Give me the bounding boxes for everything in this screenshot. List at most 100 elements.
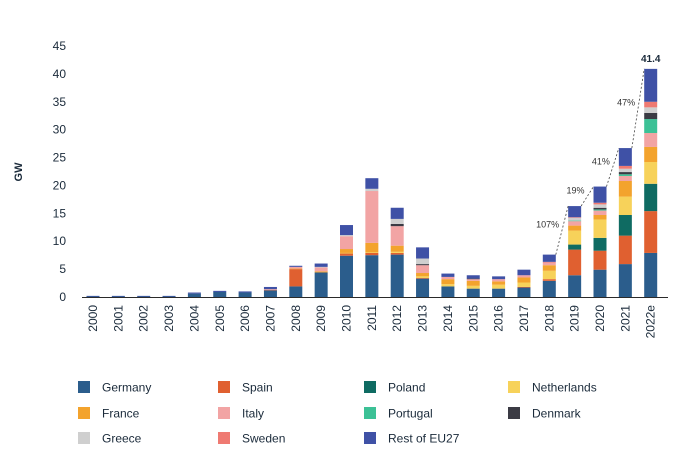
- bar-segment: [618, 180, 632, 197]
- legend-label: Italy: [242, 407, 264, 421]
- legend-label: Rest of EU27: [388, 432, 460, 446]
- x-tick-label: 2009: [314, 305, 328, 332]
- bar-segment: [213, 291, 227, 297]
- y-axis-title: GW: [13, 162, 25, 182]
- bar-segment: [644, 107, 658, 113]
- bar-segment: [111, 296, 125, 298]
- legend-swatch: [508, 381, 520, 393]
- bar-segment: [416, 278, 430, 279]
- y-tick-label: 45: [53, 39, 67, 53]
- bar-segment: [644, 133, 658, 147]
- growth-label: 107%: [536, 219, 559, 229]
- bar-segment: [263, 289, 277, 291]
- growth-label: 19%: [566, 185, 584, 195]
- x-tick-label: 2011: [365, 305, 379, 331]
- bar-segment: [314, 271, 328, 273]
- bar-segment: [542, 254, 556, 262]
- bar-segment: [593, 237, 607, 251]
- legend-label: Spain: [242, 381, 273, 395]
- y-axis-ticks: 0 5 10 15 20 25 30 35 40 45: [53, 39, 67, 304]
- y-tick-label: 5: [59, 262, 66, 276]
- legend-swatch: [364, 407, 376, 419]
- x-tick-label: 2007: [263, 305, 277, 332]
- bar-segment: [568, 230, 582, 245]
- bar-segment: [390, 254, 404, 297]
- bar-segment: [340, 236, 353, 250]
- bar-segment: [593, 210, 607, 216]
- bar-segment: [441, 284, 455, 287]
- bar-segment: [390, 226, 404, 246]
- bar-segment: [111, 295, 125, 297]
- bar-segment: [542, 280, 556, 297]
- bar-segment: [568, 221, 582, 226]
- bar-segment: [466, 278, 480, 280]
- bar-segment: [593, 207, 607, 210]
- bar-segment: [289, 269, 303, 287]
- x-tick-label: 2015: [466, 305, 480, 332]
- bar-segment: [568, 225, 582, 231]
- y-tick-label: 35: [53, 95, 67, 109]
- bar-segment: [593, 219, 607, 238]
- x-tick-label: 2002: [137, 305, 151, 332]
- bar-segment: [137, 296, 151, 298]
- legend-label: Denmark: [532, 407, 582, 421]
- growth-connector: [631, 68, 645, 149]
- legend-swatch: [78, 432, 90, 444]
- legend-swatch: [508, 407, 520, 419]
- bar-segment: [568, 206, 582, 218]
- bar-segment: [340, 253, 353, 256]
- legend-swatch: [218, 432, 230, 444]
- legend-label: Portugal: [388, 407, 433, 421]
- bar-segment: [618, 215, 632, 236]
- bar-segment: [568, 244, 582, 250]
- growth-label: 47%: [617, 97, 635, 107]
- y-tick-label: 40: [53, 67, 67, 81]
- y-tick-label: 20: [53, 178, 67, 192]
- bar-segment: [340, 235, 353, 237]
- bar-segment: [390, 223, 404, 227]
- bar-segment: [618, 264, 632, 297]
- bar-segment: [365, 242, 379, 253]
- bar-segment: [517, 287, 531, 297]
- bar-segment: [390, 207, 404, 219]
- bar-segment: [593, 202, 607, 205]
- x-tick-label: 2010: [340, 305, 354, 332]
- bar-segment: [593, 250, 607, 270]
- bar-segment: [466, 275, 480, 279]
- legend-label: Poland: [388, 381, 425, 395]
- growth-connector: [606, 147, 620, 187]
- bar-segment: [492, 281, 506, 285]
- x-tick-label: 2019: [568, 305, 582, 332]
- bar-segment: [593, 204, 607, 208]
- bar-segment: [441, 273, 455, 277]
- bar-segment: [187, 292, 201, 294]
- bar-segment: [542, 262, 556, 266]
- bar-segment: [492, 276, 506, 280]
- bar-segment: [517, 286, 531, 288]
- x-tick-label: 2006: [238, 305, 252, 332]
- legend-swatch: [78, 407, 90, 419]
- bar-segment: [365, 252, 379, 256]
- bar-segment: [263, 286, 277, 290]
- bar-segment: [542, 279, 556, 281]
- x-tick-label: 2013: [416, 305, 430, 332]
- bar-segment: [466, 279, 480, 281]
- bar-segment: [162, 296, 176, 298]
- bar-segment: [644, 162, 658, 184]
- bar-segment: [137, 295, 151, 297]
- legend: Germany Spain Poland Netherlands France Italy…: [78, 381, 597, 446]
- bar-segment: [517, 277, 531, 283]
- bar-segment: [365, 255, 379, 297]
- bar-segment: [162, 295, 176, 297]
- bar-segment: [416, 264, 430, 266]
- growth-connector: [555, 205, 569, 255]
- bar-segment: [618, 168, 632, 173]
- bar-segment: [441, 279, 455, 285]
- bar-segment: [289, 266, 303, 269]
- bar-segment: [593, 186, 607, 203]
- bar-segment: [618, 175, 632, 181]
- total-label: 41.4: [641, 54, 661, 65]
- bar-segment: [618, 196, 632, 216]
- legend-swatch: [78, 381, 90, 393]
